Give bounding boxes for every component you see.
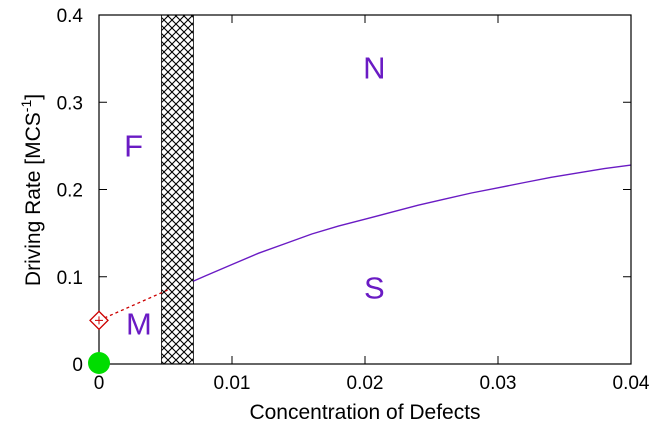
x-tick-label: 0: [94, 373, 105, 394]
y-tick-label: 0.1: [57, 268, 83, 289]
y-tick-label: 0.4: [57, 6, 84, 27]
x-tick-label: 0.03: [480, 373, 517, 394]
region-label-f: F: [124, 128, 143, 163]
y-axis-title-end: ]: [22, 94, 45, 100]
hatched-band: [161, 14, 194, 365]
y-axis-title-superscript: -1: [18, 100, 34, 113]
region-label-m: M: [126, 306, 152, 341]
y-axis-title: Driving Rate [MCS-1]: [18, 94, 45, 286]
x-axis-title: Concentration of Defects: [249, 401, 480, 424]
y-tick-label: 0.3: [57, 93, 83, 114]
y-tick-label: 0: [72, 355, 83, 376]
region-label-n: N: [363, 51, 385, 86]
region-label-s: S: [364, 271, 385, 306]
x-tick-label: 0.02: [347, 373, 384, 394]
boundary-curve-solid: [193, 164, 632, 282]
y-axis-title-main: Driving Rate [MCS: [22, 112, 45, 286]
x-tick-label: 0.01: [214, 373, 251, 394]
green-circle-marker: [88, 352, 110, 374]
y-tick-label: 0.2: [57, 181, 83, 202]
boundary-curve-dashed: [98, 289, 169, 321]
x-tick-label: 0.04: [613, 373, 650, 394]
